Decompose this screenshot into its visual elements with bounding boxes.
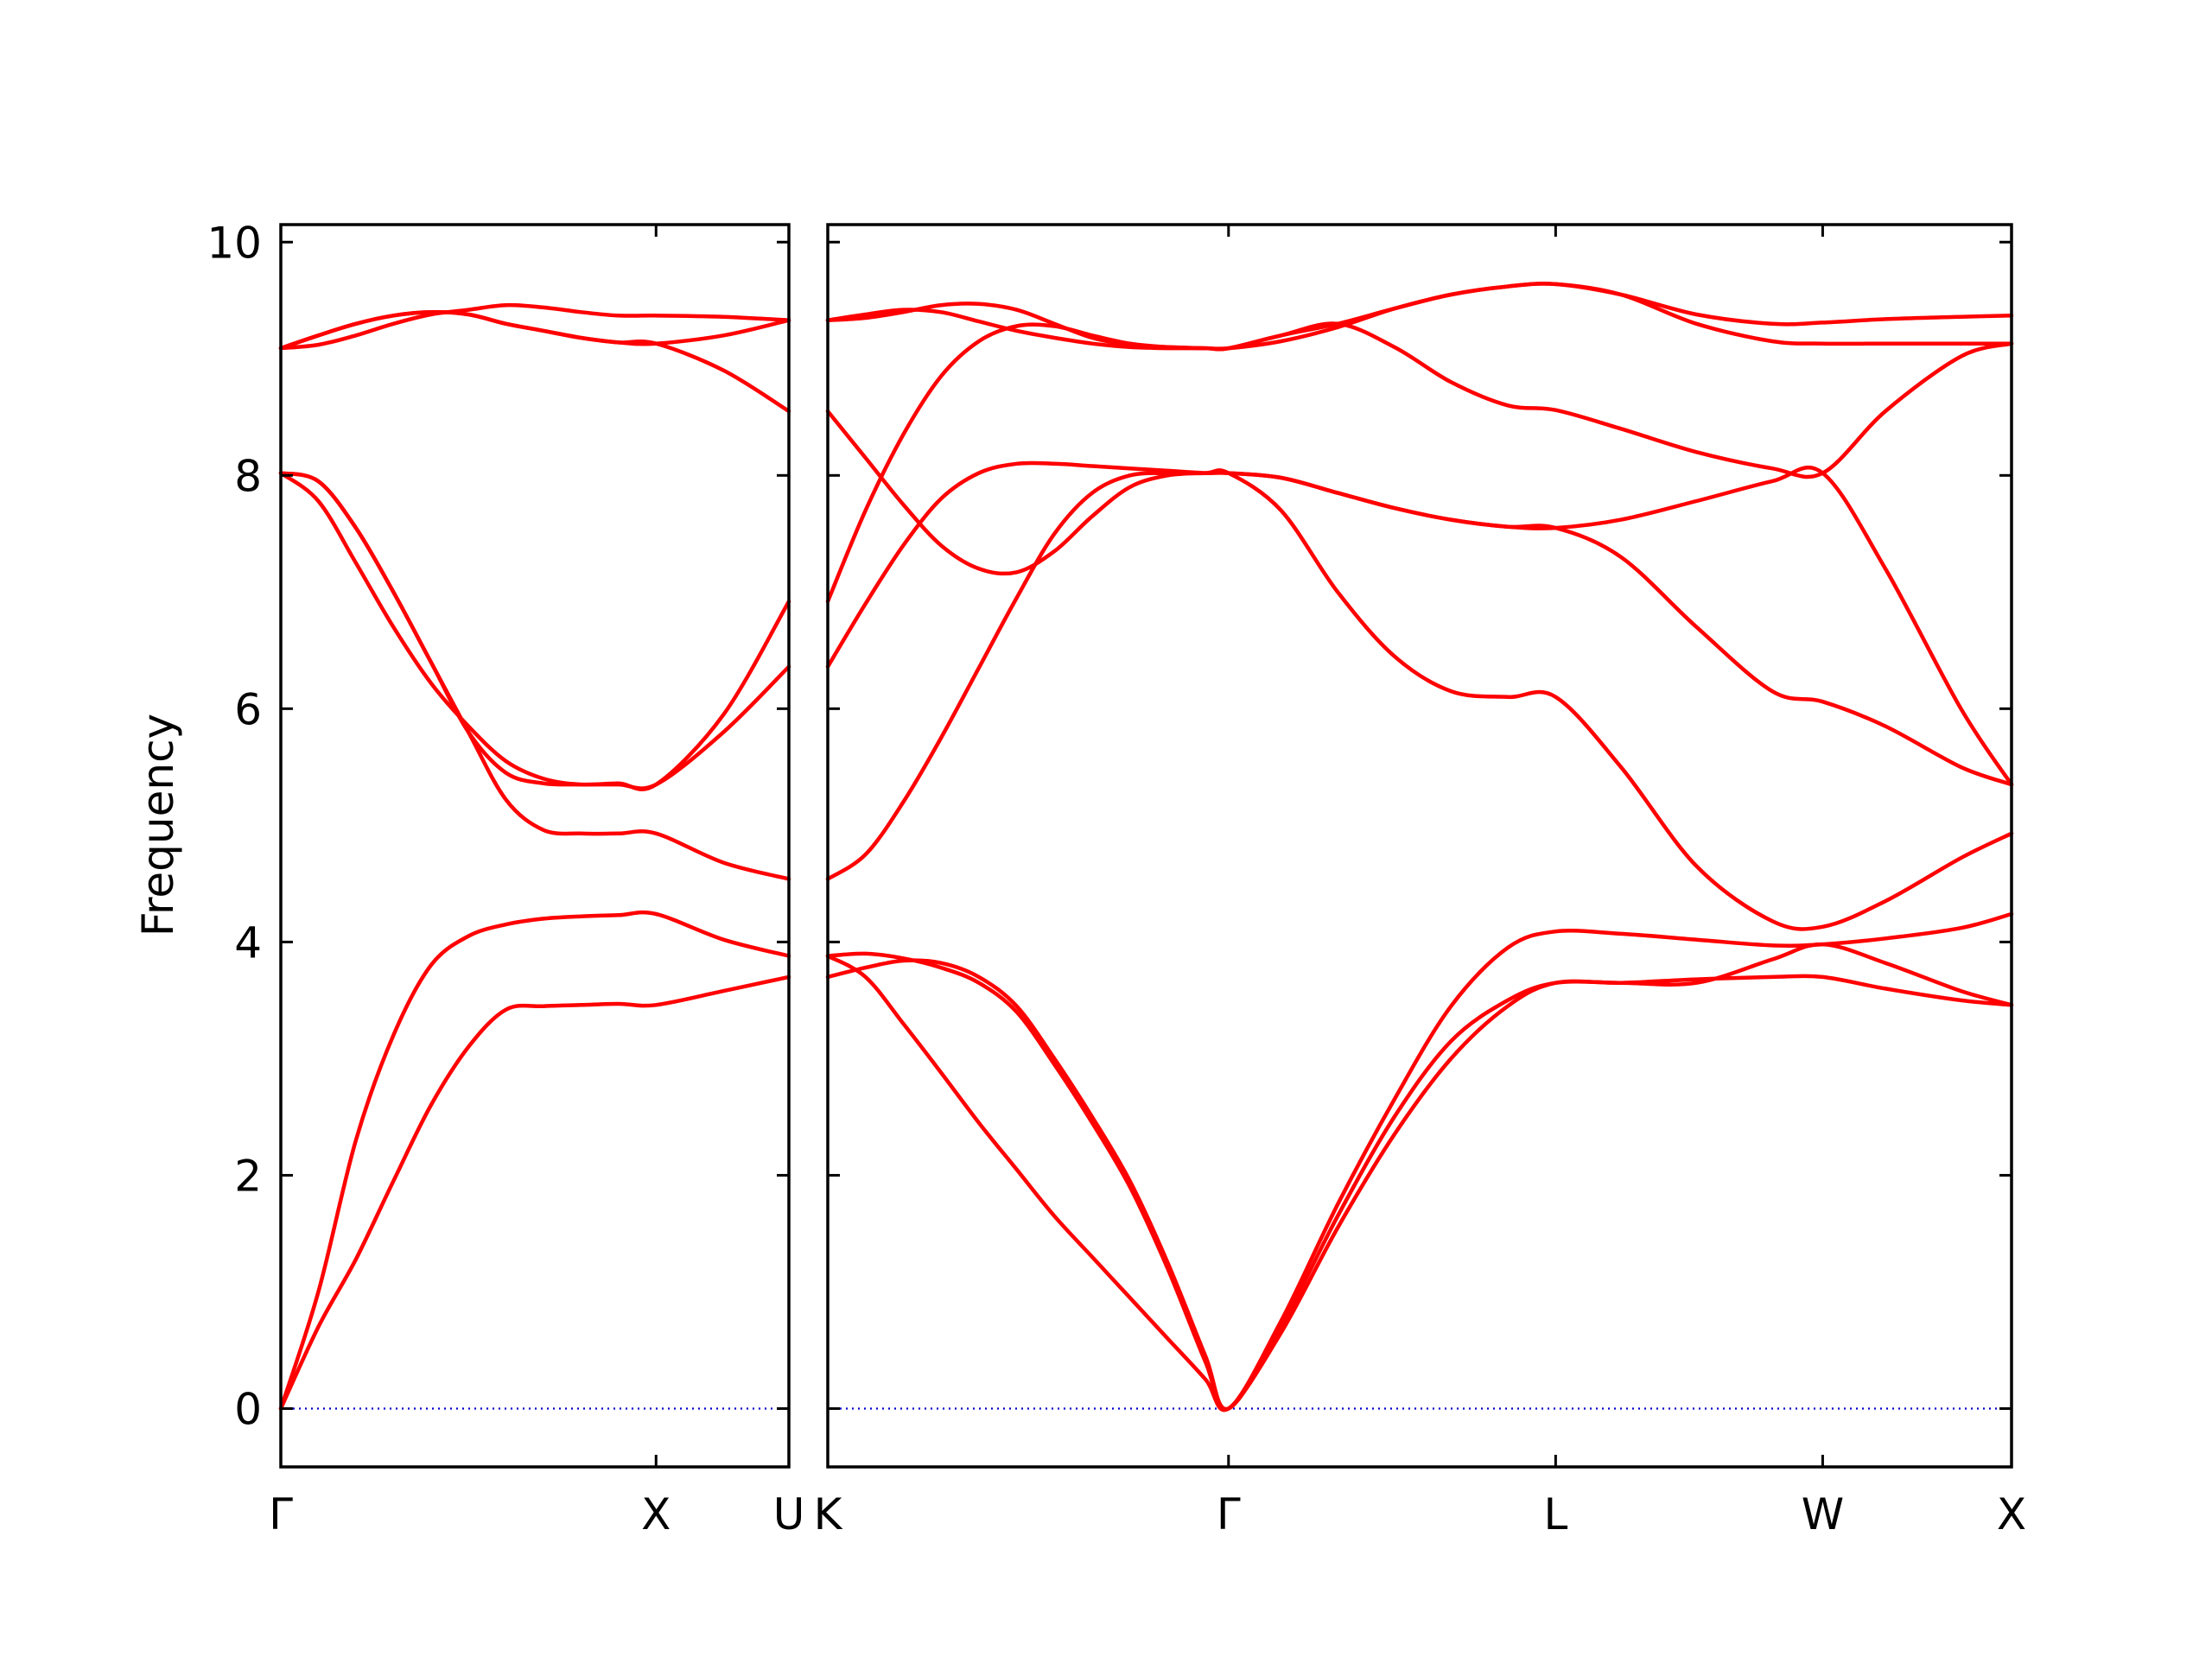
y-tick-label: 6 [234, 684, 262, 734]
y-axis-label: Frequency [133, 714, 183, 936]
x-tick-label-Γ: Γ [1217, 1489, 1241, 1539]
y-tick-label: 4 [234, 917, 262, 968]
band-line-panel-1-6 [278, 302, 791, 351]
band-line-panel-2-5 [825, 460, 2014, 787]
band-line-panel-1-8 [278, 309, 791, 414]
band-line-panel-1-4 [278, 471, 791, 791]
x-tick-label-K: K [814, 1489, 843, 1539]
band-lines-layer [278, 282, 2014, 1412]
band-line-panel-2-4 [825, 468, 2014, 931]
y-tick-label: 2 [234, 1151, 262, 1201]
band-line-panel-2-2 [825, 942, 2014, 1412]
band-line-panel-2-7 [825, 321, 2014, 604]
y-tick-label: 10 [207, 218, 262, 268]
x-tick-label-Γ: Γ [269, 1489, 293, 1539]
band-line-panel-1-2 [278, 910, 791, 1411]
x-tick-label-U: U [773, 1489, 805, 1539]
band-line-panel-2-6 [825, 409, 2014, 787]
x-tick-label-W: W [1802, 1489, 1844, 1539]
x-tick-label-L: L [1543, 1489, 1567, 1539]
band-line-panel-2-1 [825, 954, 2014, 1412]
y-tick-label: 0 [234, 1384, 262, 1434]
y-tick-label: 8 [234, 451, 262, 501]
band-line-panel-1-5 [278, 471, 791, 790]
x-tick-label-X: X [641, 1489, 671, 1539]
plot-frame-panel-2 [826, 223, 2013, 1469]
band-line-panel-1-3 [278, 471, 791, 881]
band-line-panel-2-8 [825, 282, 2014, 351]
band-line-panel-2-3 [825, 911, 2014, 1412]
x-tick-label-X: X [1997, 1489, 2026, 1539]
axes-layer: 0 2 4 6 8 10 Γ X U K Γ L W X [207, 218, 2026, 1539]
plot-frame-panel-1 [279, 223, 791, 1469]
band-line-panel-1-1 [278, 974, 791, 1411]
band-line-panel-2-9 [825, 282, 2014, 352]
